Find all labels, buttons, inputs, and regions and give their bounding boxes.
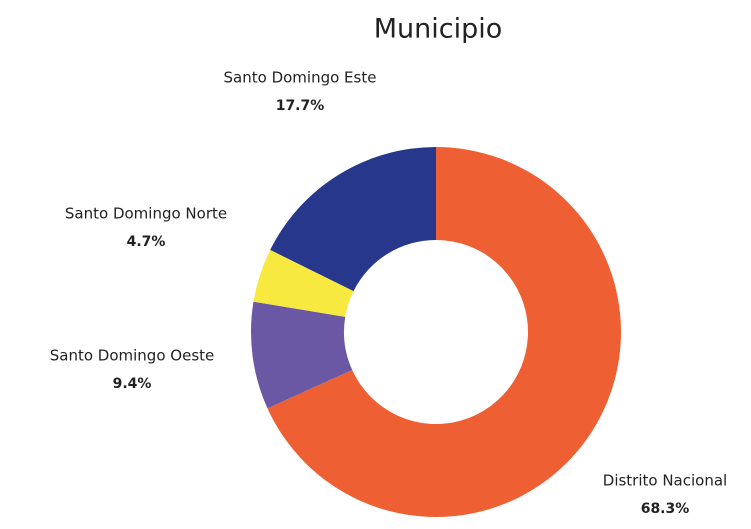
slice-label: Santo Domingo Este	[224, 69, 377, 87]
chart-title: Municipio	[374, 14, 503, 45]
value-label: 4.7%	[127, 234, 166, 250]
slice-label: Santo Domingo Norte	[65, 205, 227, 223]
slice	[267, 147, 622, 517]
slice-label: Distrito Nacional	[603, 472, 727, 490]
value-label: 9.4%	[113, 376, 152, 392]
slice	[270, 147, 436, 292]
value-label: 68.3%	[641, 501, 690, 517]
slice-label: Santo Domingo Oeste	[50, 347, 215, 365]
slice	[253, 249, 354, 317]
value-label: 17.7%	[276, 98, 325, 114]
slice	[251, 301, 353, 409]
